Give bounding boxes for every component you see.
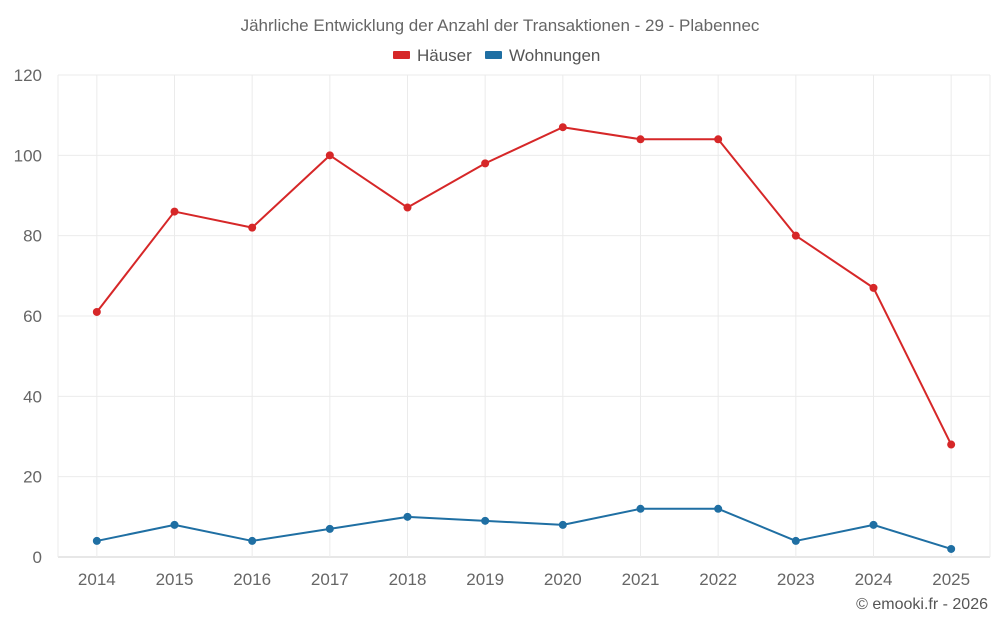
x-tick-label: 2018 (389, 570, 427, 589)
x-tick-label: 2025 (932, 570, 970, 589)
data-point-wohnungen[interactable] (869, 520, 878, 529)
y-tick-label: 80 (23, 227, 42, 246)
y-tick-label: 20 (23, 468, 42, 487)
x-tick-label: 2022 (699, 570, 737, 589)
y-tick-label: 40 (23, 387, 42, 406)
legend-swatch-wohnungen (485, 51, 502, 59)
data-point-haeuser[interactable] (481, 159, 490, 168)
x-tick-label: 2016 (233, 570, 271, 589)
grid (57, 74, 991, 558)
data-point-wohnungen[interactable] (947, 544, 956, 553)
data-point-haeuser[interactable] (92, 307, 101, 316)
data-point-wohnungen[interactable] (558, 520, 567, 529)
series-layer (92, 123, 956, 553)
y-tick-label: 120 (14, 66, 42, 85)
y-axis-ticks: 0 20 40 60 80 100 120 (14, 66, 42, 567)
chart-title: Jährliche Entwicklung der Anzahl der Tra… (241, 16, 760, 35)
data-point-haeuser[interactable] (714, 135, 723, 144)
data-point-wohnungen[interactable] (791, 536, 800, 545)
y-tick-label: 60 (23, 307, 42, 326)
x-axis-ticks: 2014 2015 2016 2017 2018 2019 2020 2021 2022 2023… (78, 570, 970, 589)
series-line-haeuser (96, 126, 953, 445)
data-point-haeuser[interactable] (170, 207, 179, 216)
credit-text: © emooki.fr - 2026 (856, 596, 988, 613)
data-point-haeuser[interactable] (558, 123, 567, 132)
data-point-wohnungen[interactable] (403, 512, 412, 521)
legend: Häuser Wohnungen (393, 46, 600, 65)
data-point-wohnungen[interactable] (325, 524, 334, 533)
data-point-haeuser[interactable] (248, 223, 257, 232)
data-point-wohnungen[interactable] (714, 504, 723, 513)
x-tick-label: 2019 (466, 570, 504, 589)
legend-swatch-haeuser (393, 51, 410, 59)
legend-label-wohnungen[interactable]: Wohnungen (509, 46, 600, 65)
x-tick-label: 2015 (156, 570, 194, 589)
x-tick-label: 2024 (855, 570, 893, 589)
x-tick-label: 2014 (78, 570, 116, 589)
x-tick-label: 2023 (777, 570, 815, 589)
data-point-wohnungen[interactable] (636, 504, 645, 513)
data-point-haeuser[interactable] (325, 151, 334, 160)
data-point-haeuser[interactable] (791, 231, 800, 240)
legend-label-haeuser[interactable]: Häuser (417, 46, 472, 65)
x-tick-label: 2021 (622, 570, 660, 589)
data-point-wohnungen[interactable] (481, 516, 490, 525)
data-point-wohnungen[interactable] (92, 536, 101, 545)
series-line-wohnungen (96, 507, 952, 550)
data-point-haeuser[interactable] (947, 440, 956, 449)
data-point-wohnungen[interactable] (170, 520, 179, 529)
data-point-haeuser[interactable] (636, 135, 645, 144)
data-point-haeuser[interactable] (869, 283, 878, 292)
x-tick-label: 2020 (544, 570, 582, 589)
data-point-wohnungen[interactable] (248, 536, 257, 545)
y-tick-label: 0 (33, 548, 42, 567)
y-tick-label: 100 (14, 146, 42, 165)
data-point-haeuser[interactable] (403, 203, 412, 212)
x-tick-label: 2017 (311, 570, 349, 589)
